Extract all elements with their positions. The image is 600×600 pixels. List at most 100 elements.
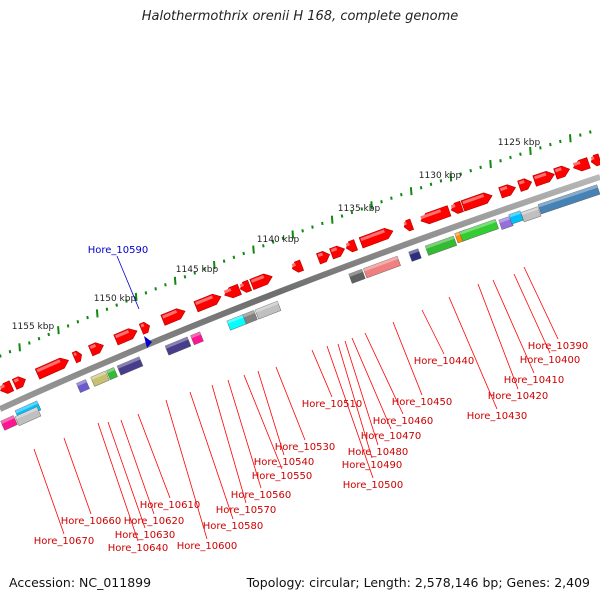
protein-domain[interactable] (508, 210, 524, 225)
protein-domain[interactable] (408, 248, 422, 262)
gene-arrow[interactable] (223, 283, 242, 300)
gene-label[interactable]: Hore_10480 (348, 447, 409, 458)
protein-domain[interactable] (164, 336, 192, 356)
protein-domain[interactable] (459, 219, 499, 242)
protein-domain[interactable] (106, 367, 118, 381)
ruler-minor-tick (281, 236, 285, 240)
gene-arrow[interactable] (71, 350, 84, 364)
gene-label[interactable]: Hore_10640 (108, 543, 169, 554)
gene-arrow[interactable] (238, 279, 253, 294)
gene-label[interactable]: Hore_10470 (361, 431, 422, 442)
protein-domain[interactable] (242, 310, 258, 325)
gene-label[interactable]: Hore_10660 (61, 516, 122, 527)
gene-arrow[interactable] (498, 182, 518, 199)
protein-domain[interactable] (0, 415, 18, 431)
gene-label[interactable]: Hore_10510 (302, 399, 363, 410)
gene-label[interactable]: Hore_10460 (373, 416, 434, 427)
ruler-minor-tick (469, 169, 472, 173)
genome-summary: Topology: circular; Length: 2,578,146 bp… (246, 575, 590, 590)
protein-domain[interactable] (537, 184, 600, 215)
protein-domain[interactable] (190, 331, 204, 346)
protein-domain[interactable] (90, 370, 110, 387)
ruler-minor-tick (321, 221, 324, 226)
gene-arrow[interactable] (138, 321, 152, 335)
gene-label[interactable]: Hore_10430 (467, 411, 528, 422)
ruler-minor-tick (400, 193, 403, 197)
ruler-minor-tick (459, 172, 463, 176)
gene-label[interactable]: Hore_10610 (140, 500, 201, 511)
ruler-minor-tick (271, 240, 275, 244)
gene-label[interactable]: Hore_10560 (231, 490, 292, 501)
ruler-minor-tick (439, 179, 443, 183)
gene-label[interactable]: Hore_10540 (254, 457, 315, 468)
gene-arrow[interactable] (113, 326, 139, 346)
gene-label[interactable]: Hore_10450 (392, 397, 453, 408)
gene-arrow[interactable] (88, 340, 105, 357)
ruler-minor-tick (539, 146, 542, 150)
gene-arrow[interactable] (553, 164, 572, 180)
ruler-minor-tick (499, 159, 502, 163)
gene-arrow[interactable] (572, 157, 591, 174)
ruler-tick-label: 1130 kbp (419, 171, 462, 181)
gene-arrow[interactable] (517, 177, 534, 192)
gene-arrow[interactable] (358, 226, 395, 249)
gene-arrow[interactable] (402, 218, 415, 232)
gene-label[interactable]: Hore_10410 (504, 375, 565, 386)
gene-label[interactable]: Hore_10490 (342, 460, 403, 471)
protein-domain[interactable] (498, 215, 514, 230)
protein-domain[interactable] (363, 255, 401, 279)
gene-label[interactable]: Hore_10670 (34, 536, 95, 547)
gene-label[interactable]: Hore_10440 (414, 356, 475, 367)
highlight-gene-label[interactable]: Hore_10590 (88, 245, 149, 256)
protein-domain[interactable] (254, 300, 282, 320)
protein-domain[interactable] (14, 406, 42, 427)
pointer-triangle-icon[interactable] (144, 336, 152, 348)
gene-arrow[interactable] (532, 169, 556, 187)
gene-arrow[interactable] (11, 374, 27, 390)
gene-label[interactable]: Hore_10550 (252, 471, 313, 482)
ruler-minor-tick (164, 283, 167, 287)
gene-label[interactable]: Hore_10570 (216, 505, 277, 516)
gene-label[interactable]: Hore_10500 (343, 480, 404, 491)
accession-text: Accession: NC_011899 (9, 575, 152, 590)
gene-arrow[interactable] (344, 239, 358, 254)
gene-arrow[interactable] (160, 306, 187, 326)
gene-label[interactable]: Hore_10390 (528, 341, 589, 352)
ruler-minor-tick (242, 251, 245, 256)
gene-leader-line (326, 345, 374, 479)
gene-arrow[interactable] (249, 271, 274, 291)
gene-label[interactable]: Hore_10420 (488, 391, 549, 402)
ruler-minor-tick (509, 155, 512, 160)
gene-label[interactable]: Hore_10530 (275, 442, 336, 453)
gene-label[interactable]: Hore_10630 (115, 530, 176, 541)
gene-arrow[interactable] (460, 190, 494, 212)
gene-arrow[interactable] (329, 244, 347, 260)
gene-leader-line (211, 384, 247, 504)
protein-domain[interactable] (348, 268, 366, 284)
gene-label[interactable]: Hore_10620 (124, 516, 185, 527)
gene-arrow[interactable] (589, 153, 600, 167)
gene-arrow[interactable] (419, 205, 452, 226)
gene-label[interactable]: Hore_10400 (520, 355, 581, 366)
ruler-minor-tick (115, 303, 118, 307)
ruler-major-tick (330, 215, 334, 224)
protein-domain[interactable] (76, 379, 90, 393)
gene-arrow[interactable] (0, 380, 15, 396)
protein-domain[interactable] (424, 235, 458, 256)
gene-arrow[interactable] (290, 259, 305, 274)
gene-leader-line (63, 437, 92, 515)
ruler-minor-tick (232, 255, 236, 259)
ruler-minor-tick (589, 130, 592, 134)
gene-label[interactable]: Hore_10600 (177, 541, 238, 552)
domain-layer (0, 184, 600, 431)
highlight-leader-line (116, 255, 140, 310)
gene-label[interactable]: Hore_10580 (203, 521, 264, 532)
protein-domain[interactable] (116, 356, 144, 376)
gene-arrow[interactable] (316, 249, 331, 265)
gene-arrow[interactable] (34, 355, 71, 380)
gene-arrow[interactable] (449, 200, 464, 215)
ruler-minor-tick (222, 259, 226, 263)
gene-arrow[interactable] (193, 292, 223, 313)
protein-domain[interactable] (520, 206, 542, 223)
